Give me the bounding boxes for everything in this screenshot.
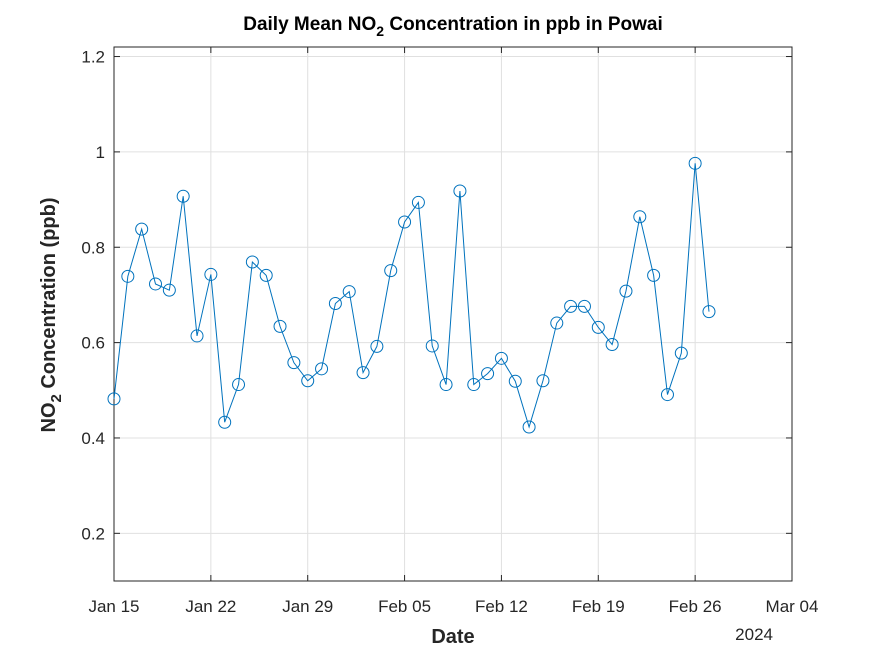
data-point	[591, 320, 605, 334]
y-tick-label: 0.2	[81, 524, 105, 543]
data-point	[301, 374, 315, 388]
data-point	[315, 362, 329, 376]
data-point	[688, 156, 702, 170]
data-point	[453, 184, 467, 198]
data-point	[494, 351, 508, 365]
data-point	[135, 222, 149, 236]
data-point	[425, 339, 439, 353]
data-point	[162, 283, 176, 297]
y-tick-label: 0.8	[81, 238, 105, 257]
data-point	[176, 189, 190, 203]
data-point	[411, 195, 425, 209]
data-point	[702, 305, 716, 319]
x-tick-label: Mar 04	[766, 597, 819, 616]
y-tick-label: 1.2	[81, 48, 105, 67]
data-point	[605, 338, 619, 352]
plot-frame	[113, 46, 793, 582]
data-point	[232, 378, 246, 392]
data-point	[328, 297, 342, 311]
data-point	[439, 378, 453, 392]
data-point	[204, 267, 218, 281]
data-point	[619, 284, 633, 298]
x-tick-label: Jan 29	[282, 597, 333, 616]
data-point	[481, 367, 495, 381]
x-tick-label: Jan 15	[88, 597, 139, 616]
data-point	[467, 378, 481, 392]
x-axis-label: Date	[431, 626, 474, 648]
y-tick-label: 0.6	[81, 334, 105, 353]
y-tick-label: 1	[96, 143, 105, 162]
data-point	[342, 285, 356, 299]
x-tick-label: Feb 05	[378, 597, 431, 616]
data-point	[674, 346, 688, 360]
data-point	[149, 277, 163, 291]
data-point	[633, 210, 647, 224]
data-point	[259, 268, 273, 282]
data-point	[287, 356, 301, 370]
data-point	[384, 264, 398, 278]
data-point	[356, 366, 370, 380]
data-point	[190, 329, 204, 343]
data-point	[522, 420, 536, 434]
data-point	[107, 392, 121, 406]
y-axis-label: NO2 Concentration (ppb)	[38, 198, 65, 433]
data-point	[245, 255, 259, 269]
y-tick-label: 0.4	[81, 429, 105, 448]
x-tick-label: Jan 22	[185, 597, 236, 616]
data-point	[577, 299, 591, 313]
series-layer	[107, 156, 716, 434]
data-point	[273, 319, 287, 333]
data-point	[660, 388, 674, 402]
data-point	[564, 299, 578, 313]
data-point	[121, 269, 135, 283]
data-point	[536, 374, 550, 388]
data-point	[218, 415, 232, 429]
data-point	[508, 374, 522, 388]
data-point	[398, 215, 412, 229]
tick-layer: Jan 15 Jan 22 Jan 29 Feb 05 Feb 12 Feb 19 Feb …	[81, 47, 818, 616]
x-tick-label: Feb 12	[475, 597, 528, 616]
data-point	[370, 339, 384, 353]
data-point	[647, 268, 661, 282]
series-line	[113, 163, 710, 429]
chart-title: Daily Mean NO2 Concentration in ppb in P…	[243, 14, 663, 39]
x-tick-label: Feb 26	[669, 597, 722, 616]
data-point	[550, 316, 564, 330]
x-axis-year-label: 2024	[735, 625, 773, 644]
x-tick-label: Feb 19	[572, 597, 625, 616]
